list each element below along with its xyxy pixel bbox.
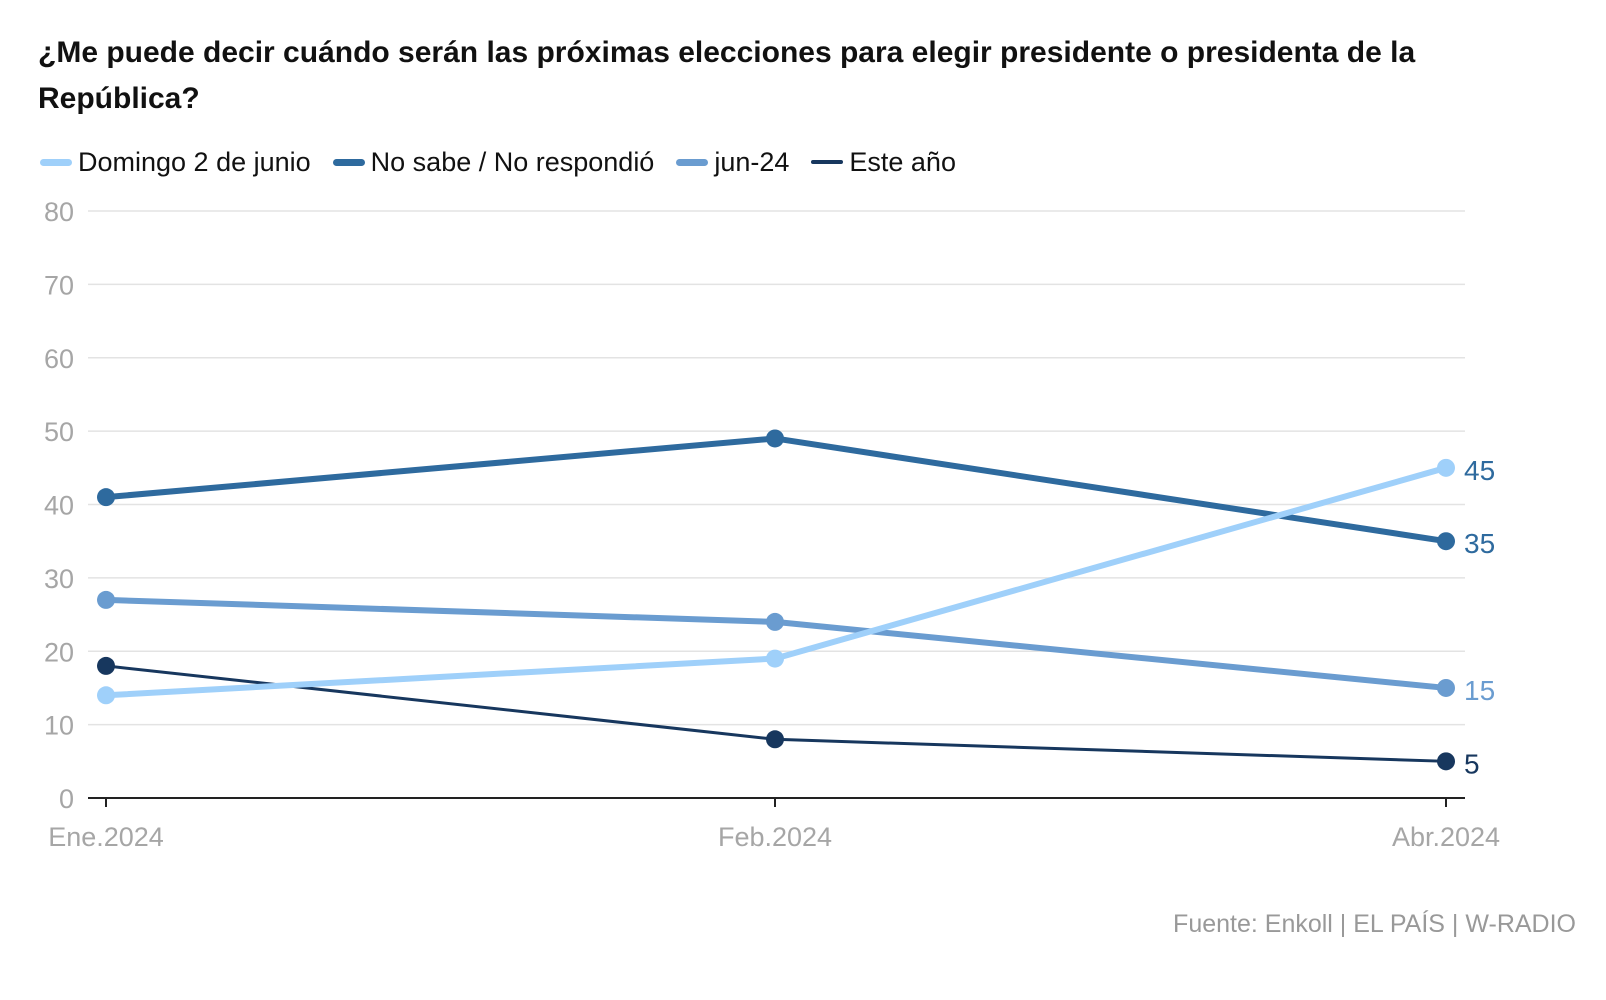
legend-label: No sabe / No respondió — [370, 146, 655, 177]
legend-label: Este año — [849, 146, 956, 177]
y-tick-label: 30 — [44, 564, 74, 594]
y-tick-label: 60 — [44, 344, 74, 374]
end-value-label: 35 — [1464, 528, 1495, 559]
series-4 — [97, 656, 1455, 771]
data-point — [766, 429, 784, 448]
grid-layer: 0 10 20 30 40 50 60 70 80 — [44, 197, 1465, 814]
legend-swatch — [40, 158, 72, 166]
end-value-label: 45 — [1464, 455, 1495, 486]
data-point — [1437, 458, 1455, 477]
y-tick-label: 40 — [44, 491, 74, 521]
series-2 — [97, 429, 1455, 551]
legend-swatch — [811, 160, 844, 164]
y-tick-label: 10 — [44, 711, 74, 741]
data-point — [97, 686, 115, 705]
x-tick-label: Abr.2024 — [1392, 822, 1500, 852]
chart-title: ¿Me puede decir cuándo serán las próxima… — [38, 36, 1416, 115]
end-value-label: 15 — [1464, 675, 1495, 706]
data-point — [97, 656, 115, 675]
legend-swatch — [332, 158, 365, 166]
series-1 — [97, 458, 1455, 705]
legend-item: No sabe / No respondió — [332, 146, 655, 178]
series-3 — [97, 590, 1455, 697]
y-tick-label: 70 — [44, 270, 74, 300]
legend-label: jun-24 — [714, 146, 790, 177]
data-point — [766, 612, 784, 631]
end-value-label: 5 — [1464, 748, 1480, 779]
data-point — [1437, 752, 1455, 771]
data-point — [97, 488, 115, 507]
line-chart: 0 10 20 30 40 50 60 70 80 Ene.2024 Feb.2024 Abr.20… — [44, 197, 1500, 852]
legend-item: Domingo 2 de junio — [40, 147, 311, 178]
y-tick-label: 20 — [44, 637, 74, 667]
data-point — [766, 730, 784, 749]
source-note: Fuente: Enkoll | EL PAÍS | W-RADIO — [1173, 910, 1576, 938]
label-layer: 5 15 35 45 — [1464, 455, 1495, 780]
data-point — [1437, 678, 1455, 697]
legend-item: Este año — [811, 147, 956, 178]
data-point — [1437, 532, 1455, 551]
legend-label: Domingo 2 de junio — [78, 146, 311, 177]
legend-swatch — [676, 158, 709, 166]
x-tick-label: Ene.2024 — [48, 822, 164, 852]
axis-layer: Ene.2024 Feb.2024 Abr.2024 — [48, 797, 1500, 852]
y-tick-label: 0 — [59, 784, 74, 814]
data-point — [766, 649, 784, 668]
y-tick-label: 50 — [44, 417, 74, 447]
data-point — [97, 590, 115, 609]
series-layer — [97, 429, 1455, 771]
legend-item: jun-24 — [676, 147, 789, 178]
y-tick-label: 80 — [44, 197, 74, 227]
chart-legend: Domingo 2 de junio No sabe / No respondió… — [40, 142, 956, 182]
x-tick-label: Feb.2024 — [718, 822, 832, 852]
